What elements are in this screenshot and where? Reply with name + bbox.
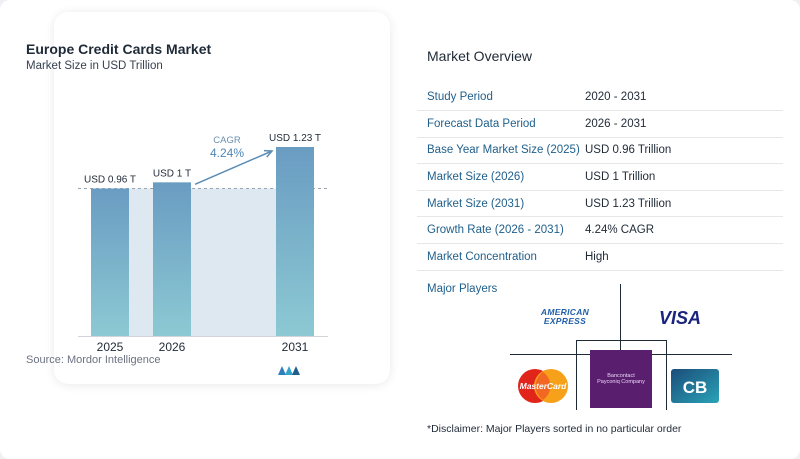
bancontact-payconiq-logo-text: Bancontact Payconiq Company bbox=[597, 373, 645, 385]
table-row: Growth Rate (2026 - 2031) 4.24% CAGR bbox=[417, 216, 783, 245]
row-value: 4.24% CAGR bbox=[585, 216, 783, 245]
divider bbox=[620, 284, 621, 350]
table-row: Market Size (2026) USD 1 Trillion bbox=[417, 163, 783, 191]
divider bbox=[576, 340, 666, 341]
american-express-logo: AMERICAN EXPRESS bbox=[530, 306, 600, 328]
overview-table: Study Period 2020 - 2031 Forecast Data Pe… bbox=[417, 84, 783, 271]
bar-chart: USD 0.96 T 2025 USD 1 T 2026 USD 1.23 T 2031 C… bbox=[78, 133, 328, 354]
divider bbox=[666, 340, 667, 410]
x-tick-label: 2025 bbox=[97, 340, 124, 354]
chart-title: Europe Credit Cards Market bbox=[26, 41, 212, 57]
overview-title: Market Overview bbox=[427, 48, 533, 64]
major-players-label: Major Players bbox=[427, 283, 498, 295]
chart-subtitle: Market Size in USD Trillion bbox=[26, 60, 163, 72]
table-row: Market Concentration High bbox=[417, 243, 783, 271]
row-key: Market Concentration bbox=[417, 243, 585, 271]
cagr-value: 4.24% bbox=[210, 146, 244, 160]
row-value: 2020 - 2031 bbox=[585, 84, 783, 112]
row-key: Base Year Market Size (2025) bbox=[417, 137, 585, 165]
row-value: High bbox=[585, 243, 783, 271]
bar-value-label: USD 0.96 T bbox=[84, 174, 136, 185]
major-players-grid: AMERICAN EXPRESS VISA MasterCard Bancont… bbox=[510, 284, 732, 410]
visa-logo-text: VISA bbox=[658, 307, 701, 328]
table-row: Forecast Data Period 2026 - 2031 bbox=[417, 110, 783, 138]
x-tick-label: 2026 bbox=[159, 340, 186, 354]
mastercard-logo: MasterCard bbox=[514, 366, 572, 406]
bar bbox=[91, 188, 129, 336]
bar bbox=[153, 182, 191, 336]
row-value: 2026 - 2031 bbox=[585, 110, 783, 138]
visa-logo: VISA bbox=[640, 304, 720, 332]
row-key: Growth Rate (2026 - 2031) bbox=[417, 216, 585, 245]
row-key: Forecast Data Period bbox=[417, 110, 585, 138]
cagr-arrow bbox=[194, 150, 273, 186]
cb-logo-icon: CB bbox=[671, 369, 719, 403]
base-level-band bbox=[129, 188, 276, 336]
cb-logo-text: CB bbox=[683, 378, 708, 397]
cagr-label: CAGR bbox=[213, 135, 241, 146]
row-value: USD 0.96 Trillion bbox=[585, 137, 783, 165]
row-key: Study Period bbox=[417, 84, 585, 112]
chart-source: Source: Mordor Intelligence bbox=[26, 354, 161, 366]
table-row: Study Period 2020 - 2031 bbox=[417, 84, 783, 112]
cagr-arrow-head bbox=[263, 149, 274, 158]
bar-value-label: USD 1.23 T bbox=[269, 133, 321, 144]
row-value: USD 1 Trillion bbox=[585, 163, 783, 191]
mastercard-logo-icon: MasterCard bbox=[518, 369, 568, 403]
x-tick-label: 2031 bbox=[282, 340, 309, 354]
table-row: Market Size (2031) USD 1.23 Trillion bbox=[417, 190, 783, 218]
cb-logo: CB bbox=[670, 366, 720, 406]
row-key: Market Size (2031) bbox=[417, 190, 585, 218]
american-express-logo-text: AMERICAN EXPRESS bbox=[540, 307, 590, 326]
row-value: USD 1.23 Trillion bbox=[585, 190, 783, 218]
mastercard-logo-text: MasterCard bbox=[520, 381, 568, 391]
bancontact-payconiq-logo: Bancontact Payconiq Company bbox=[590, 350, 652, 408]
bar bbox=[276, 147, 314, 336]
disclaimer: *Disclaimer: Major Players sorted in no … bbox=[427, 423, 682, 435]
mordor-logo bbox=[278, 366, 300, 375]
bar-value-label: USD 1 T bbox=[153, 168, 191, 179]
table-row: Base Year Market Size (2025) USD 0.96 Tri… bbox=[417, 137, 783, 165]
divider bbox=[576, 340, 577, 410]
row-key: Market Size (2026) bbox=[417, 163, 585, 191]
